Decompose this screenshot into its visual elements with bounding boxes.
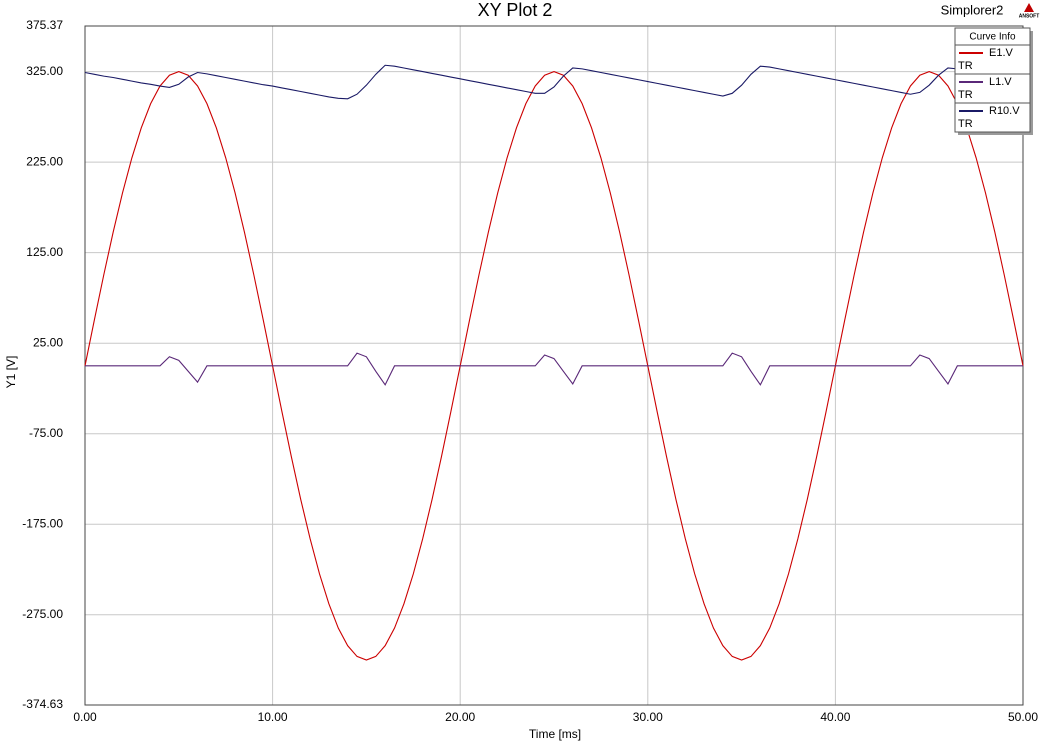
x-tick-label: 10.00 [258, 710, 288, 724]
y-tick-label: 325.00 [26, 64, 63, 78]
y-tick-label: 125.00 [26, 245, 63, 259]
chart-title: XY Plot 2 [478, 0, 553, 20]
legend-title: Curve Info [969, 32, 1016, 43]
project-name: Simplorer2 [941, 2, 1004, 17]
y-tick-label: -275.00 [22, 607, 63, 621]
legend-solution: TR [958, 60, 973, 72]
legend-solution: TR [958, 118, 973, 130]
x-tick-label: 30.00 [633, 710, 663, 724]
legend-label: E1.V [989, 47, 1014, 59]
legend-label: R10.V [989, 105, 1020, 117]
y-tick-label: -175.00 [22, 516, 63, 530]
logo-text: ANSOFT [1019, 13, 1040, 19]
series-line [85, 352, 1023, 386]
x-axis-label: Time [ms] [529, 727, 581, 741]
series-line [84, 71, 1024, 661]
legend-label: L1.V [989, 76, 1012, 88]
logo-icon [1024, 3, 1034, 12]
series-line [84, 64, 1024, 100]
y-axis-label: Y1 [V] [4, 356, 18, 389]
x-tick-label: 40.00 [820, 710, 850, 724]
x-tick-label: 0.00 [73, 710, 97, 724]
x-tick-label: 50.00 [1008, 710, 1038, 724]
y-tick-label: -75.00 [29, 426, 63, 440]
y-tick-label: 375.37 [26, 18, 63, 32]
x-tick-label: 20.00 [445, 710, 475, 724]
y-tick-label: 25.00 [33, 335, 63, 349]
legend-solution: TR [958, 89, 973, 101]
y-tick-label: 225.00 [26, 154, 63, 168]
y-tick-label: -374.63 [22, 697, 63, 711]
